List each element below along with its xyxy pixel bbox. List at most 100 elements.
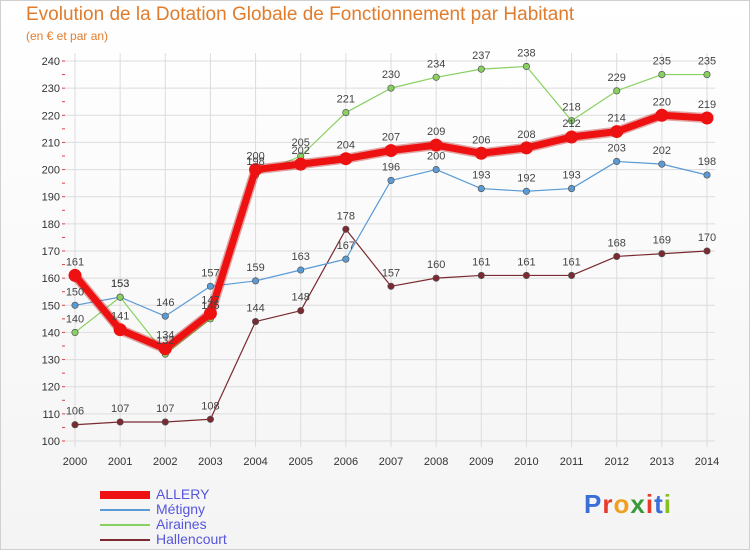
data-label: 178 (337, 210, 355, 222)
data-point (252, 318, 260, 326)
logo-letter: i (663, 489, 672, 519)
y-tick-label: 180 (42, 219, 60, 231)
data-point (568, 117, 576, 125)
data-point (158, 342, 172, 356)
data-point (432, 166, 440, 174)
data-point (658, 250, 666, 258)
data-point (342, 255, 350, 263)
data-label: 207 (382, 132, 400, 144)
data-label: 196 (382, 161, 400, 173)
data-label: 132 (156, 335, 174, 347)
x-tick-label: 2014 (695, 456, 719, 468)
y-tick-label: 120 (42, 382, 60, 394)
data-label: 169 (653, 235, 671, 247)
data-label: 229 (608, 72, 626, 84)
data-label: 168 (608, 237, 626, 249)
data-label: 200 (246, 151, 264, 163)
x-tick-label: 2003 (198, 456, 222, 468)
data-point (477, 65, 485, 73)
x-tick-label: 2012 (604, 456, 628, 468)
data-label: 205 (292, 137, 310, 149)
data-point (113, 323, 127, 337)
x-tick-label: 2010 (514, 456, 538, 468)
data-label: 153 (111, 278, 129, 290)
y-tick-label: 200 (42, 165, 60, 177)
data-label: 161 (66, 256, 84, 268)
x-tick-label: 2006 (334, 456, 358, 468)
data-label: 107 (111, 403, 129, 415)
data-point (519, 141, 533, 155)
legend-label: Airaines (156, 516, 207, 532)
legend-swatch (100, 508, 150, 511)
data-point (161, 418, 169, 426)
data-point (161, 312, 169, 320)
data-label: 209 (427, 126, 445, 138)
data-point (477, 185, 485, 193)
data-point (703, 247, 711, 255)
data-label: 145 (201, 300, 219, 312)
x-tick-label: 2002 (153, 456, 177, 468)
data-point (432, 274, 440, 282)
data-label: 221 (337, 94, 355, 106)
data-point (522, 271, 530, 279)
data-point (68, 268, 82, 282)
data-point (429, 138, 443, 152)
y-tick-label: 140 (42, 327, 60, 339)
data-label: 144 (246, 303, 264, 315)
y-tick-label: 220 (42, 110, 60, 122)
data-label: 218 (562, 102, 580, 114)
data-label: 206 (472, 134, 490, 146)
data-label: 208 (517, 129, 535, 141)
x-tick-label: 2008 (424, 456, 448, 468)
data-label: 198 (246, 156, 264, 168)
data-label: 150 (66, 286, 84, 298)
data-label: 212 (562, 118, 580, 130)
data-point (116, 418, 124, 426)
y-tick-label: 130 (42, 355, 60, 367)
legend-swatch (100, 490, 150, 499)
data-label: 108 (201, 400, 219, 412)
y-tick-label: 230 (42, 83, 60, 95)
data-label: 106 (66, 406, 84, 418)
data-label: 193 (472, 170, 490, 182)
data-label: 157 (382, 267, 400, 279)
data-label: 193 (562, 170, 580, 182)
data-label: 200 (427, 151, 445, 163)
x-tick-label: 2005 (288, 456, 312, 468)
data-point (206, 415, 214, 423)
data-point (206, 282, 214, 290)
data-point (203, 306, 217, 320)
data-label: 235 (653, 56, 671, 68)
legend-label: Hallencourt (156, 531, 227, 547)
data-label: 134 (156, 330, 174, 342)
data-label: 163 (292, 251, 310, 263)
legend-label: ALLERY (156, 486, 210, 502)
data-point (71, 421, 79, 429)
data-point (613, 157, 621, 165)
data-label: 161 (562, 256, 580, 268)
x-tick-label: 2000 (63, 456, 87, 468)
x-tick-label: 2007 (379, 456, 403, 468)
data-label: 161 (517, 256, 535, 268)
data-label: 237 (472, 50, 490, 62)
data-label: 202 (653, 145, 671, 157)
y-tick-label: 240 (42, 56, 60, 68)
data-label: 159 (246, 262, 264, 274)
data-point (658, 160, 666, 168)
data-label: 148 (292, 292, 310, 304)
data-point (339, 152, 353, 166)
data-point (249, 163, 263, 177)
logo-letter: P (584, 489, 603, 519)
data-label: 192 (517, 172, 535, 184)
data-label: 141 (111, 311, 129, 323)
legend-item: Hallencourt (100, 532, 227, 547)
data-point (71, 328, 79, 336)
y-tick-label: 170 (42, 246, 60, 258)
axis-layer: 100 110 120 130 140 150 160 170 180 190 200 210 220 2… (42, 56, 720, 468)
data-point (703, 171, 711, 179)
data-label: 238 (517, 47, 535, 59)
data-label: 167 (337, 240, 355, 252)
legend-item: Métigny (100, 502, 227, 517)
legend-item: ALLERY (100, 487, 227, 502)
